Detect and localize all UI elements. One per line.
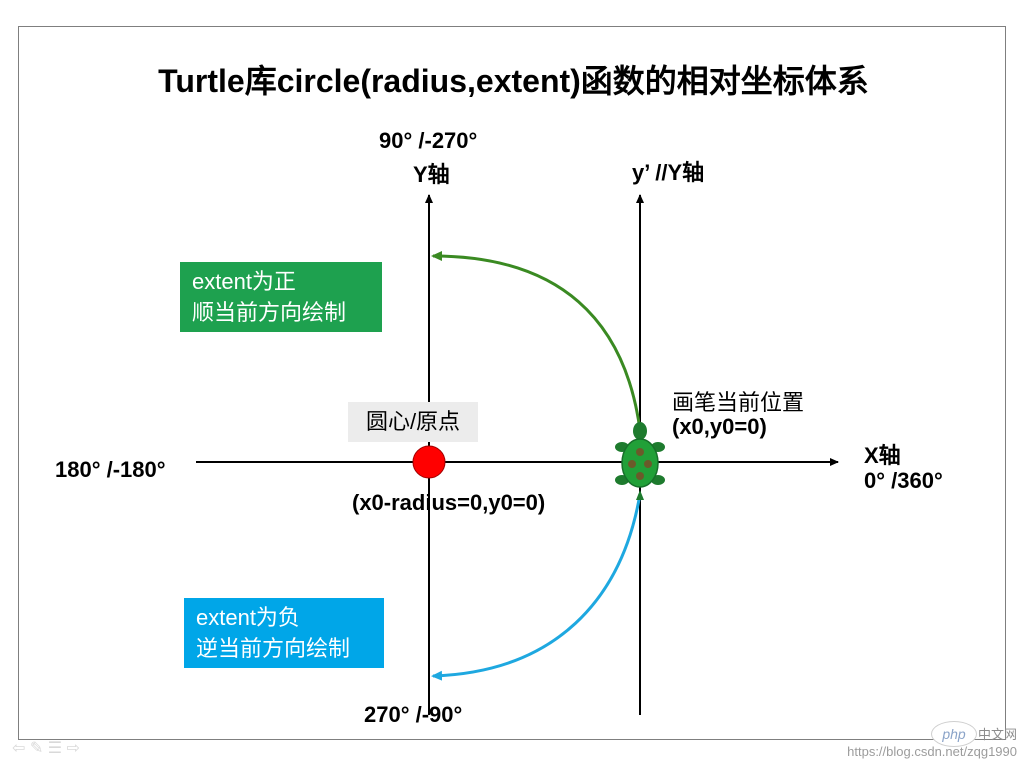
origin-label: 圆心/原点	[348, 402, 478, 442]
positive-extent-box: extent为正 顺当前方向绘制	[180, 262, 382, 332]
menu-icon[interactable]: ☰	[47, 740, 63, 757]
y-axis-angle-label: 90° /-270°	[379, 128, 478, 153]
turtle-icon	[615, 422, 665, 500]
positive-extent-line2: 顺当前方向绘制	[192, 300, 347, 325]
page-title: Turtle库circle(radius,extent)函数的相对坐标体系	[158, 63, 869, 99]
pen-position-label: 画笔当前位置	[672, 390, 805, 415]
back-arrow-icon[interactable]: ⇦	[12, 740, 26, 757]
negative-extent-box: extent为负 逆当前方向绘制	[184, 598, 384, 668]
x-axis-name: X轴	[864, 443, 901, 468]
origin-point	[412, 445, 446, 479]
yprime-axis-name: y’ //Y轴	[632, 160, 705, 185]
y-axis-name: Y轴	[413, 162, 450, 187]
pen-icon[interactable]: ✎	[29, 740, 44, 757]
csdn-watermark: https://blog.csdn.net/zqg1990	[847, 744, 1017, 759]
slide-frame	[18, 26, 1006, 740]
forward-arrow-icon[interactable]: ⇨	[66, 740, 80, 757]
negative-extent-line2: 逆当前方向绘制	[196, 636, 351, 661]
negative-extent-arc	[431, 493, 642, 681]
slideshow-controls[interactable]: ⇦ ✎ ☰ ⇨	[12, 738, 80, 758]
positive-extent-arc	[431, 251, 642, 431]
positive-extent-line1: extent为正	[192, 269, 296, 294]
negative-extent-line1: extent为负	[196, 605, 300, 630]
pen-position-coords: (x0,y0=0)	[672, 414, 767, 439]
y-axis-bottom-label: 270° /-90°	[364, 702, 463, 727]
php-logo: php	[931, 721, 977, 747]
x-axis-left-label: 180° /-180°	[55, 457, 166, 482]
x-axis-angle-label: 0° /360°	[864, 468, 943, 493]
php-cn-label: 中文网	[978, 727, 1018, 742]
origin-coords: (x0-radius=0,y0=0)	[352, 490, 546, 515]
